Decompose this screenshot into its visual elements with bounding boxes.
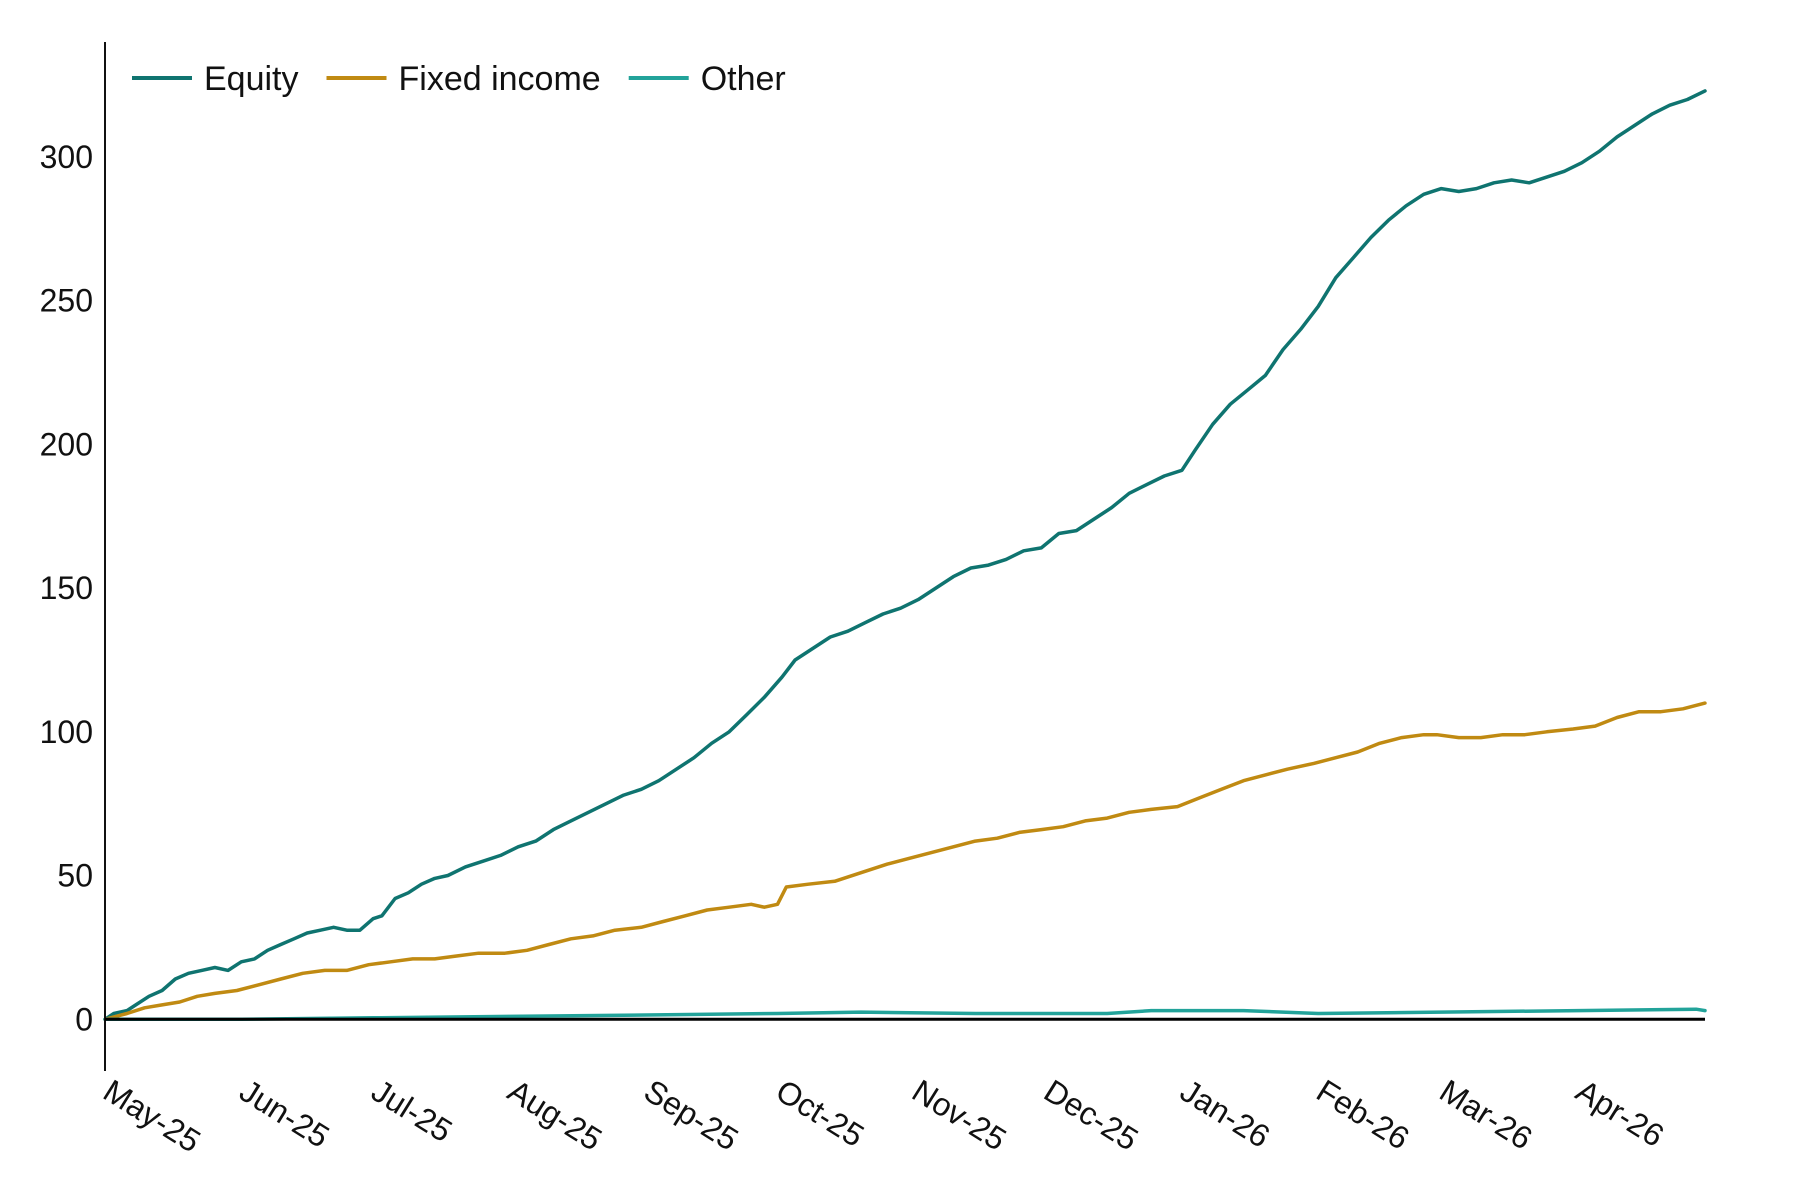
legend: Equity Fixed income Other xyxy=(132,60,786,98)
series-lines xyxy=(103,89,1707,1022)
x-tick-label: Feb-26 xyxy=(1310,1072,1415,1156)
legend-item-other: Other xyxy=(628,60,786,98)
x-tick-label: Apr-26 xyxy=(1570,1072,1671,1153)
x-tick-label: Sep-25 xyxy=(638,1072,745,1157)
x-tick-label: Jan-26 xyxy=(1174,1072,1276,1154)
x-tick-label: Jul-25 xyxy=(365,1072,458,1149)
y-tick-label: 150 xyxy=(40,570,93,606)
x-tick-label: Dec-25 xyxy=(1038,1072,1145,1157)
x-tick-label: Mar-26 xyxy=(1434,1072,1539,1156)
legend-label: Other xyxy=(701,60,786,98)
axes xyxy=(104,42,1705,1071)
x-tick-labels: May-25 Jun-25 Jul-25 Aug-25 Sep-25 Oct-25 Nov-… xyxy=(97,1072,1670,1159)
y-tick-label: 100 xyxy=(40,714,93,750)
x-tick-label: Oct-25 xyxy=(770,1072,871,1153)
y-tick-label: 300 xyxy=(40,139,93,175)
x-tick-label: May-25 xyxy=(97,1072,207,1159)
x-tick-label: Jun-25 xyxy=(234,1072,336,1154)
legend-item-fixed-income: Fixed income xyxy=(326,60,601,98)
x-tick-label: Aug-25 xyxy=(502,1072,609,1157)
series-line-equity xyxy=(103,89,1707,1022)
legend-item-equity: Equity xyxy=(132,60,299,98)
x-tick-label: Nov-25 xyxy=(906,1072,1013,1157)
series-line-other xyxy=(103,1007,1707,1022)
y-tick-labels: 0 50 100 150 200 250 300 xyxy=(40,139,93,1037)
y-tick-label: 0 xyxy=(75,1001,93,1037)
legend-label: Equity xyxy=(204,60,299,98)
series-line-fixed-income xyxy=(103,701,1707,1022)
y-tick-label: 50 xyxy=(57,858,93,894)
y-tick-label: 250 xyxy=(40,283,93,319)
y-tick-label: 200 xyxy=(40,426,93,462)
legend-label: Fixed income xyxy=(399,60,601,98)
